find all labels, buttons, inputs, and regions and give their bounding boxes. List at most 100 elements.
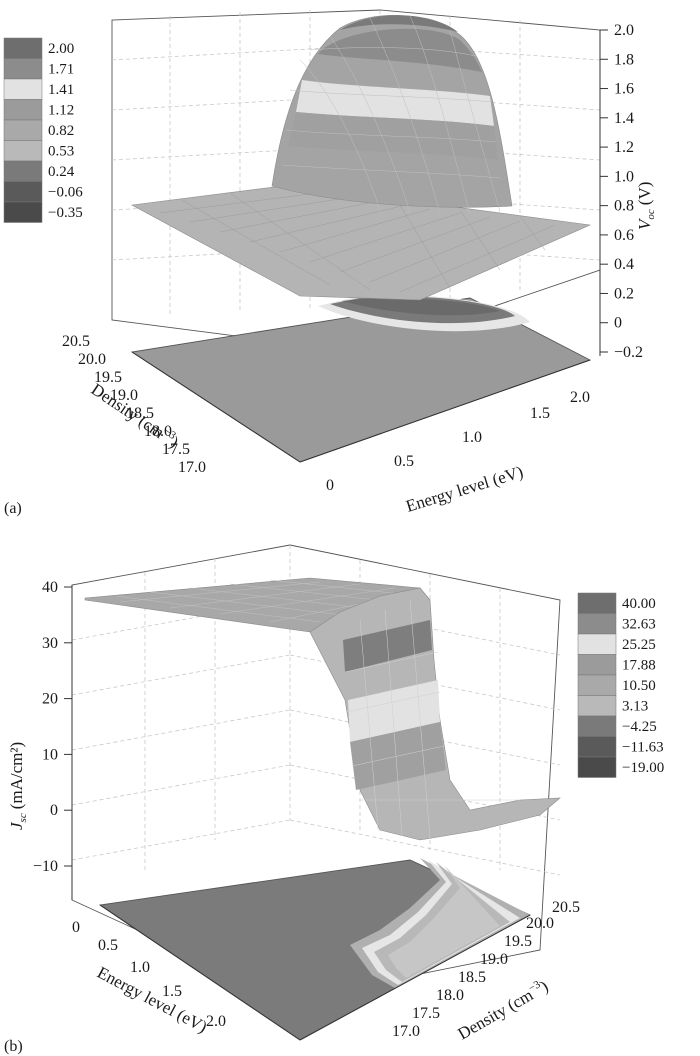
panel-b-axes — [71, 585, 531, 1041]
panel-b-z-tick-label: 20 — [42, 691, 58, 708]
panel-a-legend-swatch — [3, 99, 43, 121]
panel-a-panel-label: (a) — [4, 500, 22, 517]
panel-a-x-ticks: 0 0.5 1.0 1.5 2.0 — [326, 389, 590, 494]
panel-a-legend-label: 0.24 — [48, 164, 75, 180]
panel-a-z-tick-label: 0 — [614, 315, 622, 332]
panel-a-z-ticks: −0.2 0 0.2 0.4 0.6 0.8 1.0 1.2 1.4 1.6 1.8 2.0 — [600, 22, 643, 361]
panel-a-legend-swatch — [3, 201, 43, 223]
panel-b-y-tick-label: 20.5 — [552, 899, 580, 916]
panel-b-legend-swatch — [577, 633, 617, 655]
panel-b-legend-label: 17.88 — [622, 658, 656, 674]
panel-b-z-ticks: −10 0 10 20 30 40 — [33, 579, 72, 875]
panel-b-y-ticks: 17.017.518.018.519.019.520.020.5 — [392, 899, 580, 1040]
panel-b-z-tick-label: 10 — [42, 746, 58, 763]
panel-a-legend-swatch — [3, 58, 43, 80]
panel-a-y-tick-label: 20.5 — [62, 333, 90, 350]
panel-a-legend-label: 0.82 — [48, 123, 74, 139]
panel-b-z-tick-label: 0 — [50, 802, 58, 819]
panel-b-legend-swatch — [577, 736, 617, 758]
panel-b-legend-label: 3.13 — [622, 699, 648, 715]
panel-a-x-label: Energy level (eV) — [404, 462, 526, 516]
panel-b-z-tick-label: 40 — [42, 579, 58, 596]
panel-b-y-tick-label: 17.5 — [412, 1005, 440, 1022]
panel-a-y-tick-label: 17.0 — [178, 459, 206, 476]
panel-a-y-tick-label: 18.0 — [144, 423, 172, 440]
panel-b-x-label: Energy level (eV) — [94, 963, 210, 1037]
panel-a-z-tick-label: 0.8 — [614, 198, 634, 215]
panel-a-z-tick-label: 1.0 — [614, 168, 634, 185]
panel-b-legend-label: −19.00 — [622, 760, 664, 776]
panel-b-legend-label: 25.25 — [622, 637, 656, 653]
panel-a-y-tick-label: 19.0 — [110, 387, 138, 404]
panel-a-floor — [130, 295, 592, 463]
panel-a-legend-label: 2.00 — [48, 41, 74, 57]
panel-a-z-tick-label: 1.4 — [614, 110, 634, 127]
panel-b-legend-swatch — [577, 695, 617, 717]
panel-b-x-tick-label: 0 — [72, 919, 80, 936]
panel-a-legend-label: 0.53 — [48, 144, 74, 160]
panel-b-legend-label: 10.50 — [622, 678, 656, 694]
panel-b-x-ticks: 0 0.5 1.0 1.5 2.0 — [72, 919, 226, 1030]
panel-a-x-tick-label: 1.0 — [462, 429, 482, 446]
panel-a-z-tick-label: 1.6 — [614, 81, 634, 98]
panel-b-y-tick-label: 17.0 — [392, 1023, 420, 1040]
panel-b-legend-label: −4.25 — [622, 719, 657, 735]
panel-a-y-tick-label: 17.5 — [162, 441, 190, 458]
panel-b-legend-swatch — [577, 613, 617, 635]
panel-b-legend-swatch — [577, 654, 617, 676]
panel-b-floor — [98, 858, 532, 1041]
panel-b-y-tick-label: 19.0 — [480, 951, 508, 968]
panel-a-x-tick-label: 1.5 — [530, 405, 550, 422]
panel-a-legend-swatch — [3, 78, 43, 100]
panel-a-z-tick-label: −0.2 — [614, 344, 643, 361]
panel-a-legend-swatch — [3, 119, 43, 141]
panel-a-legend-swatch — [3, 181, 43, 203]
panel-b-y-tick-label: 18.5 — [458, 969, 486, 986]
panel-b-y-tick-label: 19.5 — [504, 933, 532, 950]
panel-a-legend-label: −0.06 — [48, 185, 83, 201]
panel-a-axes — [131, 30, 601, 463]
panel-a-z-tick-label: 1.8 — [614, 51, 634, 68]
panel-a-x-tick-label: 0.5 — [394, 453, 414, 470]
panel-a-y-tick-label: 18.5 — [126, 405, 154, 422]
panel-a-z-label: Voc(V) — [635, 182, 657, 230]
panel-a-z-tick-label: 1.2 — [614, 139, 634, 156]
panel-a-y-tick-label: 20.0 — [78, 351, 106, 368]
panel-a-legend-label: 1.12 — [48, 103, 74, 119]
panel-b-z-tick-label: 30 — [42, 635, 58, 652]
panel-a-legend-label: 1.71 — [48, 62, 74, 78]
panel-a-y-tick-label: 19.5 — [94, 369, 122, 386]
panel-a-surface — [131, 15, 592, 301]
panel-b-x-tick-label: 0.5 — [98, 937, 118, 954]
panel-b-z-label: Jsc(mA/cm²) — [7, 742, 29, 830]
panel-b-legend-swatch — [577, 592, 617, 614]
panel-b-legend-label: 40.00 — [622, 596, 656, 612]
panel-a-legend: 2.00 1.71 1.41 1.12 0.82 0.53 0.24 −0.06 −0.35 — [3, 37, 83, 223]
panel-b-legend-swatch — [577, 756, 617, 778]
panel-a-legend-label: 1.41 — [48, 82, 74, 98]
panel-a-x-tick-label: 0 — [326, 477, 334, 494]
panel-b-y-tick-label: 18.0 — [436, 987, 464, 1004]
panel-b-legend: 40.00 32.63 25.25 17.88 10.50 3.13 −4.25 −11.63… — [577, 592, 664, 778]
panel-a-z-tick-label: 0.4 — [614, 256, 634, 273]
panel-b-surface — [84, 577, 561, 841]
panel-b-z-tick-label: −10 — [33, 858, 58, 875]
panel-b-legend-label: −11.63 — [622, 740, 664, 756]
panel-b-legend-label: 32.63 — [622, 617, 656, 633]
panel-a-legend-swatch — [3, 160, 43, 182]
panel-a-legend-swatch — [3, 37, 43, 59]
panel-b-y-tick-label: 20.0 — [526, 915, 554, 932]
panel-a: −0.2 0 0.2 0.4 0.6 0.8 1.0 1.2 1.4 1.6 1.8 2.0 17.0… — [3, 9, 657, 517]
panel-a-z-tick-label: 0.6 — [614, 227, 634, 244]
panel-a-x-tick-label: 2.0 — [570, 389, 590, 406]
panel-b-x-tick-label: 2.0 — [206, 1013, 226, 1030]
panel-b-x-tick-label: 1.0 — [130, 959, 150, 976]
panel-a-z-tick-label: 2.0 — [614, 22, 634, 39]
panel-a-legend-label: −0.35 — [48, 205, 83, 221]
panel-b-legend-swatch — [577, 715, 617, 737]
panel-a-y-ticks: 17.017.518.018.519.019.520.020.5 — [62, 333, 206, 476]
panel-b-legend-swatch — [577, 674, 617, 696]
panel-b-panel-label: (b) — [4, 1038, 23, 1055]
